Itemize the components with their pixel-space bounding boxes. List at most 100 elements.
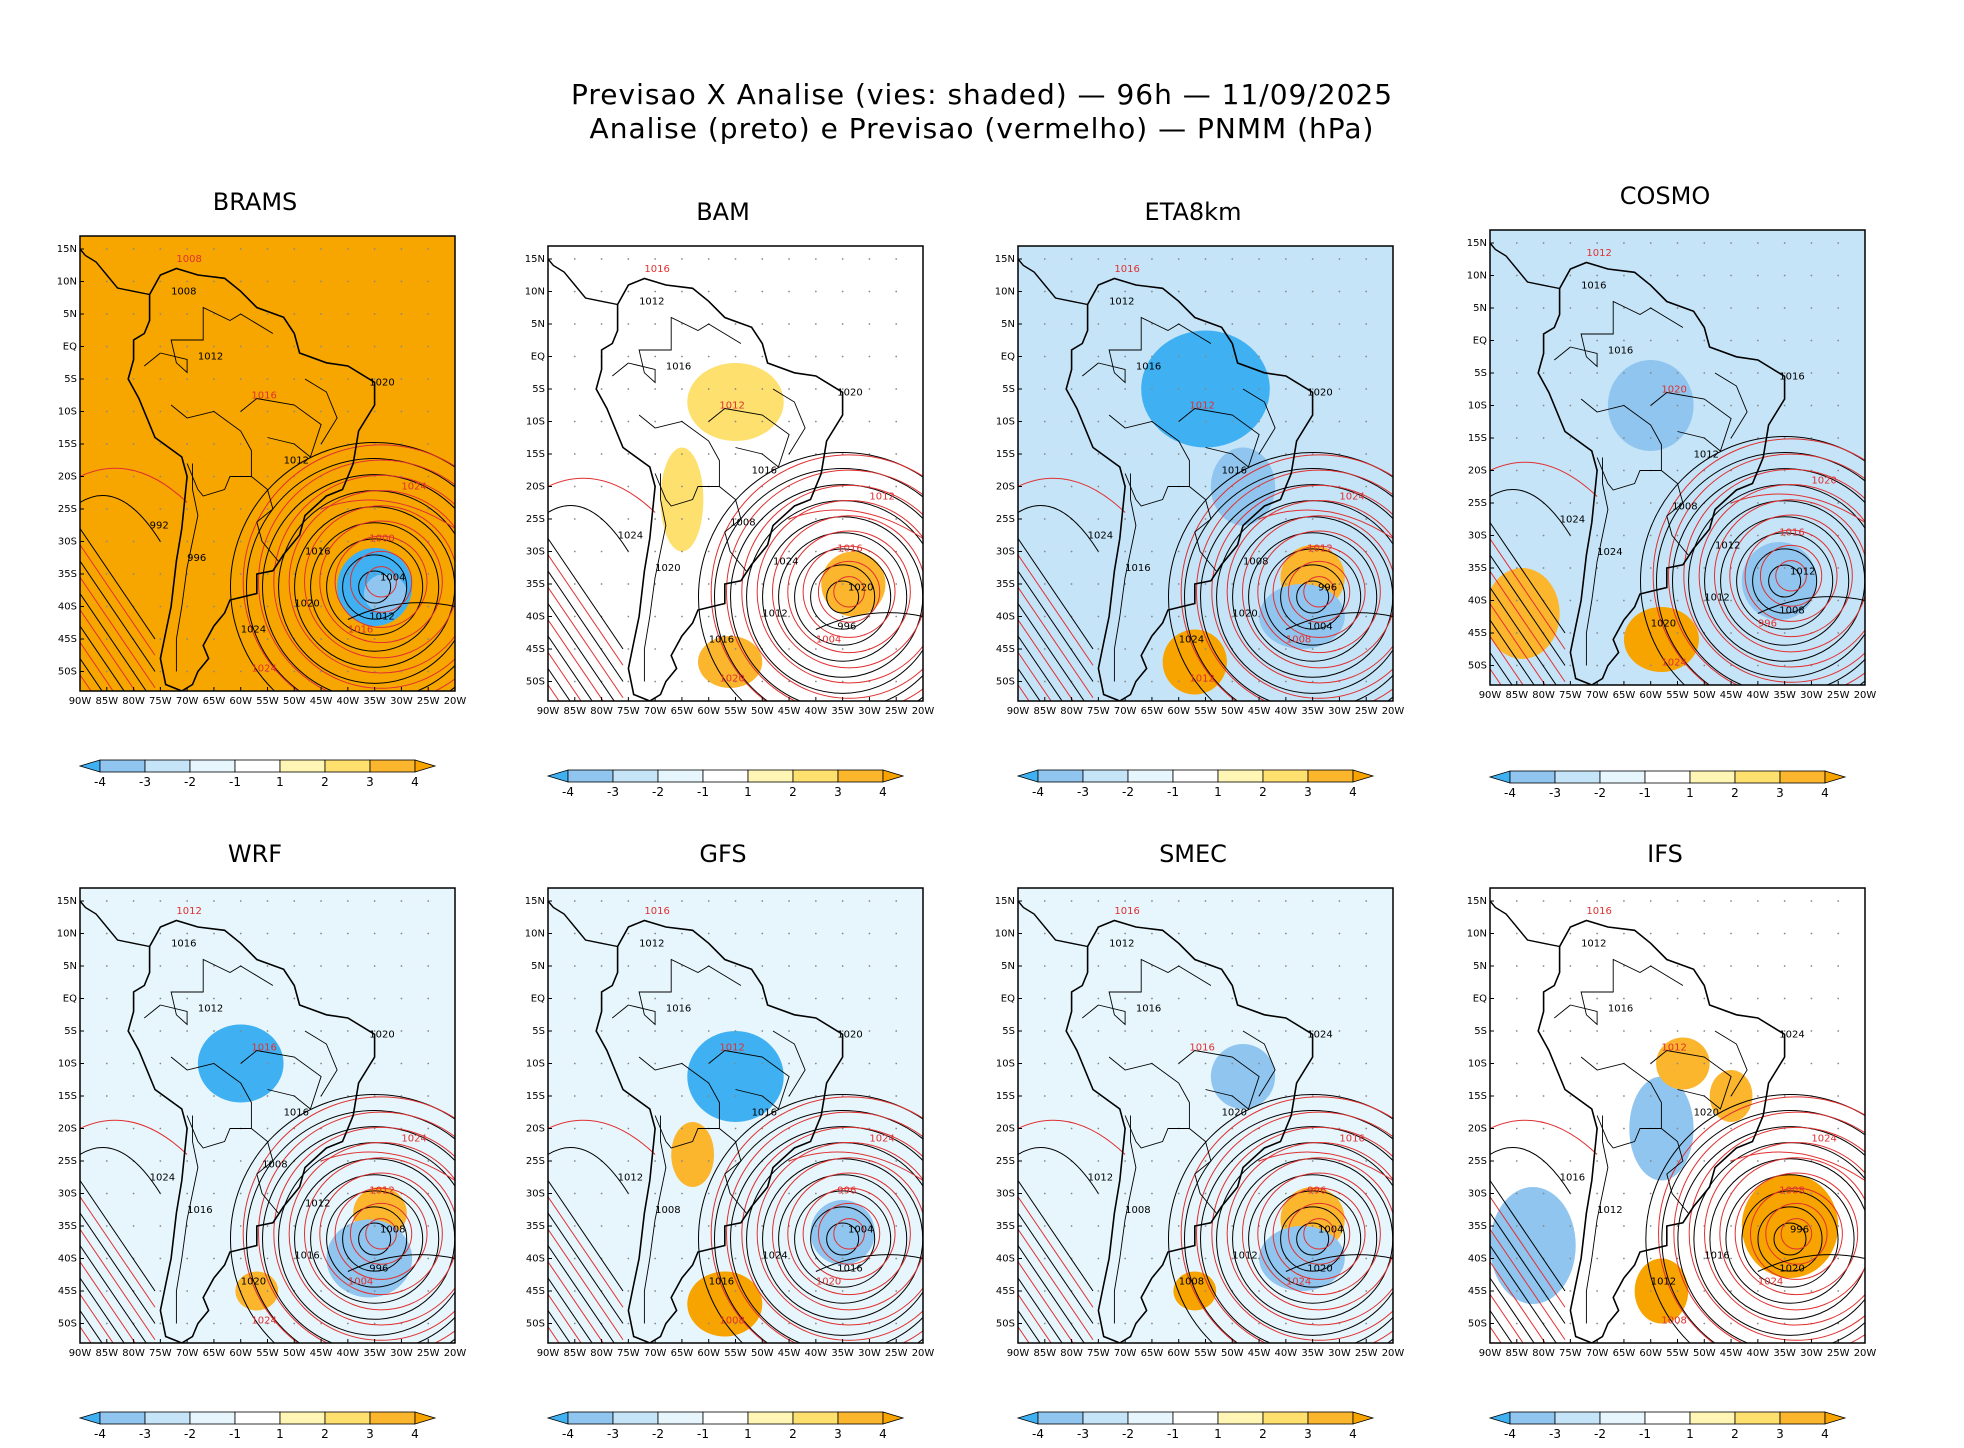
lon-tick-label: 30W: [858, 706, 881, 717]
forecast-isobar: [787, 1172, 911, 1296]
lat-tick-label: 20S: [526, 1124, 545, 1135]
grid-dot: [1258, 997, 1260, 1000]
isobar-label: 1004: [348, 1277, 373, 1288]
grid-dot: [895, 900, 898, 902]
grid-dot: [1676, 632, 1679, 634]
isobar-label: 1024: [1661, 658, 1686, 669]
grid-dot: [895, 583, 898, 585]
analysis-isobar: [1752, 548, 1818, 614]
grid-dot: [1097, 900, 1100, 902]
isobar-label: 1024: [1179, 635, 1204, 646]
forecast-isobar: [1018, 1228, 1094, 1341]
analysis-isobar: [1200, 1126, 1393, 1343]
country-border: [144, 1004, 161, 1019]
analysis-isobar: [714, 468, 923, 701]
grid-dot: [239, 997, 242, 1000]
isobar-label: 1012: [284, 456, 309, 467]
colorbar-label: 4: [1349, 1427, 1357, 1441]
grid-dot: [1542, 1127, 1545, 1130]
grid-dot: [573, 583, 576, 585]
grid-dot: [105, 443, 108, 445]
grid-dot: [573, 965, 576, 967]
isobar-label: 1024: [1307, 1030, 1332, 1041]
grid-dot: [788, 290, 790, 293]
grid-dot: [346, 638, 349, 640]
lon-tick-label: 90W: [1479, 690, 1502, 701]
bias-area: [687, 1031, 784, 1122]
grid-dot: [627, 1095, 630, 1097]
coastline: [127, 919, 376, 1343]
grid-dot: [600, 388, 603, 390]
grid-dot: [1596, 339, 1599, 342]
analysis-isobar: [80, 593, 147, 691]
grid-dot: [1542, 274, 1545, 277]
grid-dot: [627, 420, 630, 423]
grid-dot: [895, 1127, 898, 1130]
lat-tick-label: 30S: [58, 537, 77, 548]
lat-tick-label: 10S: [1468, 401, 1487, 412]
grid-dot: [373, 443, 376, 445]
grid-dot: [427, 475, 430, 478]
lon-tick-label: 55W: [1666, 1348, 1689, 1359]
grid-dot: [239, 1160, 242, 1162]
lon-tick-label: 20W: [912, 1348, 935, 1359]
colorbar-segment: [1037, 1411, 1084, 1425]
lon-tick-label: 70W: [176, 696, 199, 707]
grid-dot: [1515, 599, 1518, 602]
grid-dot: [1783, 1062, 1786, 1065]
grid-dot: [841, 453, 844, 455]
grid-dot: [1097, 420, 1100, 423]
colorbar-segment: [657, 1411, 704, 1425]
analysis-isobar: [1490, 1180, 1566, 1292]
grid-dot: [159, 573, 162, 575]
grid-dot: [1730, 1290, 1732, 1292]
isobar-label: 1016: [1586, 906, 1611, 917]
grid-dot: [1596, 307, 1599, 309]
grid-dot: [1542, 242, 1545, 244]
grid-dot: [1783, 339, 1786, 342]
lon-tick-label: 20W: [444, 1348, 467, 1359]
grid-dot: [400, 1030, 403, 1032]
grid-dot: [346, 1192, 349, 1195]
grid-dot: [600, 323, 603, 325]
forecast-isobar: [1668, 453, 1865, 685]
lat-tick-label: 40S: [58, 1254, 77, 1265]
grid-dot: [1043, 420, 1046, 423]
grid-dot: [105, 1290, 108, 1292]
grid-dot: [1596, 965, 1599, 967]
lat-tick-label: 10S: [58, 1059, 77, 1070]
lat-tick-label: 35S: [996, 1221, 1015, 1232]
grid-dot: [734, 420, 737, 423]
grid-dot: [1338, 323, 1341, 325]
grid-dot: [1730, 372, 1732, 374]
lon-tick-label: 25W: [1355, 706, 1378, 717]
grid-dot: [841, 965, 844, 967]
grid-dot: [373, 280, 376, 283]
grid-dot: [814, 258, 817, 260]
analysis-isobar: [778, 1174, 908, 1304]
country-border: [654, 1115, 720, 1149]
country-border: [1098, 958, 1212, 1026]
grid-dot: [761, 680, 764, 683]
isobar-label: 1012: [719, 401, 744, 412]
grid-dot: [734, 932, 737, 935]
grid-dot: [427, 1160, 430, 1162]
grid-dot: [761, 997, 764, 1000]
lat-tick-label: 45S: [996, 1286, 1015, 1297]
colorbar-segment: [1599, 770, 1646, 784]
forecast-isobar: [1490, 1293, 1524, 1343]
grid-dot: [1623, 1322, 1625, 1325]
grid-dot: [266, 378, 269, 380]
lat-tick-label: 35S: [58, 569, 77, 580]
analysis-isobar: [1720, 516, 1850, 646]
analysis-isobar: [246, 458, 455, 691]
grid-dot: [427, 1127, 430, 1130]
lat-tick-label: 40S: [1468, 596, 1487, 607]
grid-dot: [1676, 1322, 1679, 1325]
forecast-isobar: [817, 1202, 881, 1265]
forecast-isobar: [1658, 1096, 1865, 1343]
grid-dot: [1542, 534, 1545, 537]
colorbar-segment: [1734, 1411, 1781, 1425]
forecast-isobar: [833, 576, 865, 608]
colorbar-arrow-right: [882, 1411, 905, 1425]
